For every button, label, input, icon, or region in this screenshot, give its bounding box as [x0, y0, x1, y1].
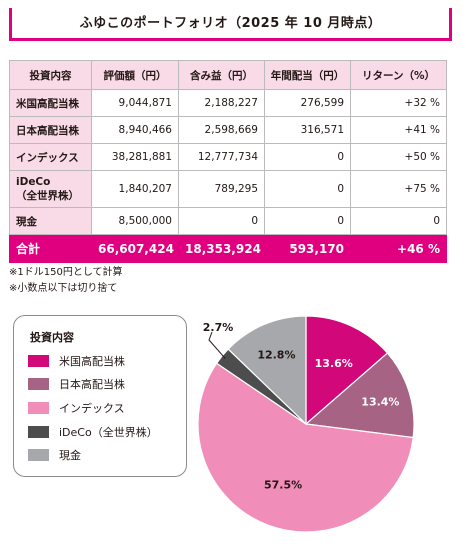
title-bracket: ふゆこのポートフォリオ（2025 年 10 月時点）: [9, 8, 452, 41]
cell-dividend: 0: [264, 143, 351, 171]
pie-slice-label: 13.6%: [315, 357, 353, 370]
table-row: 現金 8,500,000 0 0 0: [9, 207, 447, 235]
pie-slice: [227, 315, 307, 426]
legend-label: 現金: [59, 448, 81, 462]
cell-value: 9,044,871: [91, 89, 179, 117]
legend-swatch: [28, 401, 49, 414]
row-name: 日本高配当株: [9, 116, 92, 144]
table-total-row: 合計 66,607,424 18,353,924 593,170 +46 %: [9, 234, 447, 263]
legend-item: 現金: [28, 447, 81, 462]
legend-item: インデックス: [28, 400, 125, 415]
pie-leader-line: [208, 331, 226, 359]
table-row: iDeCo （全世界株） 1,840,207 789,295 0 +75 %: [9, 170, 447, 208]
row-name-main: iDeCo: [16, 175, 51, 188]
legend-swatch: [28, 377, 49, 390]
pie-slice-label: 57.5%: [264, 479, 302, 492]
table-row: 日本高配当株 8,940,466 2,598,669 316,571 +41 %: [9, 116, 447, 144]
legend-label: 日本高配当株: [59, 377, 125, 391]
legend-title: 投資内容: [30, 331, 74, 344]
portfolio-table: 投資内容 評価額（円） 含み益（円） 年間配当（円） リターン（%） 米国高配当…: [9, 60, 447, 263]
column-header: 投資内容: [9, 60, 92, 90]
legend-label: iDeCo（全世界株）: [59, 425, 158, 439]
cell-dividend: 0: [264, 170, 351, 208]
legend-label: インデックス: [59, 401, 125, 415]
table-header-row: 投資内容 評価額（円） 含み益（円） 年間配当（円） リターン（%）: [9, 60, 447, 90]
row-name: 現金: [9, 207, 92, 235]
pie-slice: [305, 315, 389, 426]
row-name: 米国高配当株: [9, 89, 92, 117]
table-row: インデックス 38,281,881 12,777,734 0 +50 %: [9, 143, 447, 171]
pie-slice: [197, 362, 414, 533]
legend-label: 米国高配当株: [59, 354, 125, 368]
row-name: インデックス: [9, 143, 92, 171]
cell-return: +32 %: [350, 89, 447, 117]
pie-slice-label: 13.4%: [361, 395, 399, 408]
footnotes: ※1ドル150円として計算 ※小数点以下は切り捨て: [9, 265, 123, 297]
cell-dividend: 276,599: [264, 89, 351, 117]
legend-item: 日本高配当株: [28, 376, 125, 391]
total-gain: 18,353,924: [178, 234, 265, 263]
total-dividend: 593,170: [264, 234, 351, 263]
legend-swatch: [28, 425, 49, 438]
footnote: ※小数点以下は切り捨て: [9, 283, 118, 294]
pie-slice-label: 2.7%: [203, 321, 234, 334]
pie-slice-label: 12.8%: [257, 348, 295, 361]
total-name: 合計: [9, 234, 92, 263]
cell-gain: 789,295: [178, 170, 265, 208]
total-value: 66,607,424: [91, 234, 179, 263]
total-return: +46 %: [350, 234, 447, 263]
row-name-sub: （全世界株）: [16, 189, 79, 202]
legend-swatch: [28, 354, 49, 367]
cell-value: 1,840,207: [91, 170, 179, 208]
row-name: iDeCo （全世界株）: [9, 170, 92, 208]
cell-return: +50 %: [350, 143, 447, 171]
cell-gain: 2,598,669: [178, 116, 265, 144]
cell-dividend: 316,571: [264, 116, 351, 144]
footnote: ※1ドル150円として計算: [9, 267, 123, 278]
legend-swatch: [28, 448, 49, 461]
cell-value: 8,500,000: [91, 207, 179, 235]
table-row: 米国高配当株 9,044,871 2,188,227 276,599 +32 %: [9, 89, 447, 117]
legend-item: iDeCo（全世界株）: [28, 424, 158, 439]
page-title: ふゆこのポートフォリオ（2025 年 10 月時点）: [79, 16, 382, 31]
legend-item: 米国高配当株: [28, 353, 125, 368]
cell-gain: 2,188,227: [178, 89, 265, 117]
cell-return: 0: [350, 207, 447, 235]
column-header: 評価額（円）: [91, 60, 179, 90]
cell-gain: 0: [178, 207, 265, 235]
chart-legend: 投資内容 米国高配当株 日本高配当株 インデックス iDeCo（全世界株） 現金: [13, 315, 187, 477]
column-header: リターン（%）: [350, 60, 447, 90]
pie-slice: [304, 352, 415, 439]
cell-return: +75 %: [350, 170, 447, 208]
